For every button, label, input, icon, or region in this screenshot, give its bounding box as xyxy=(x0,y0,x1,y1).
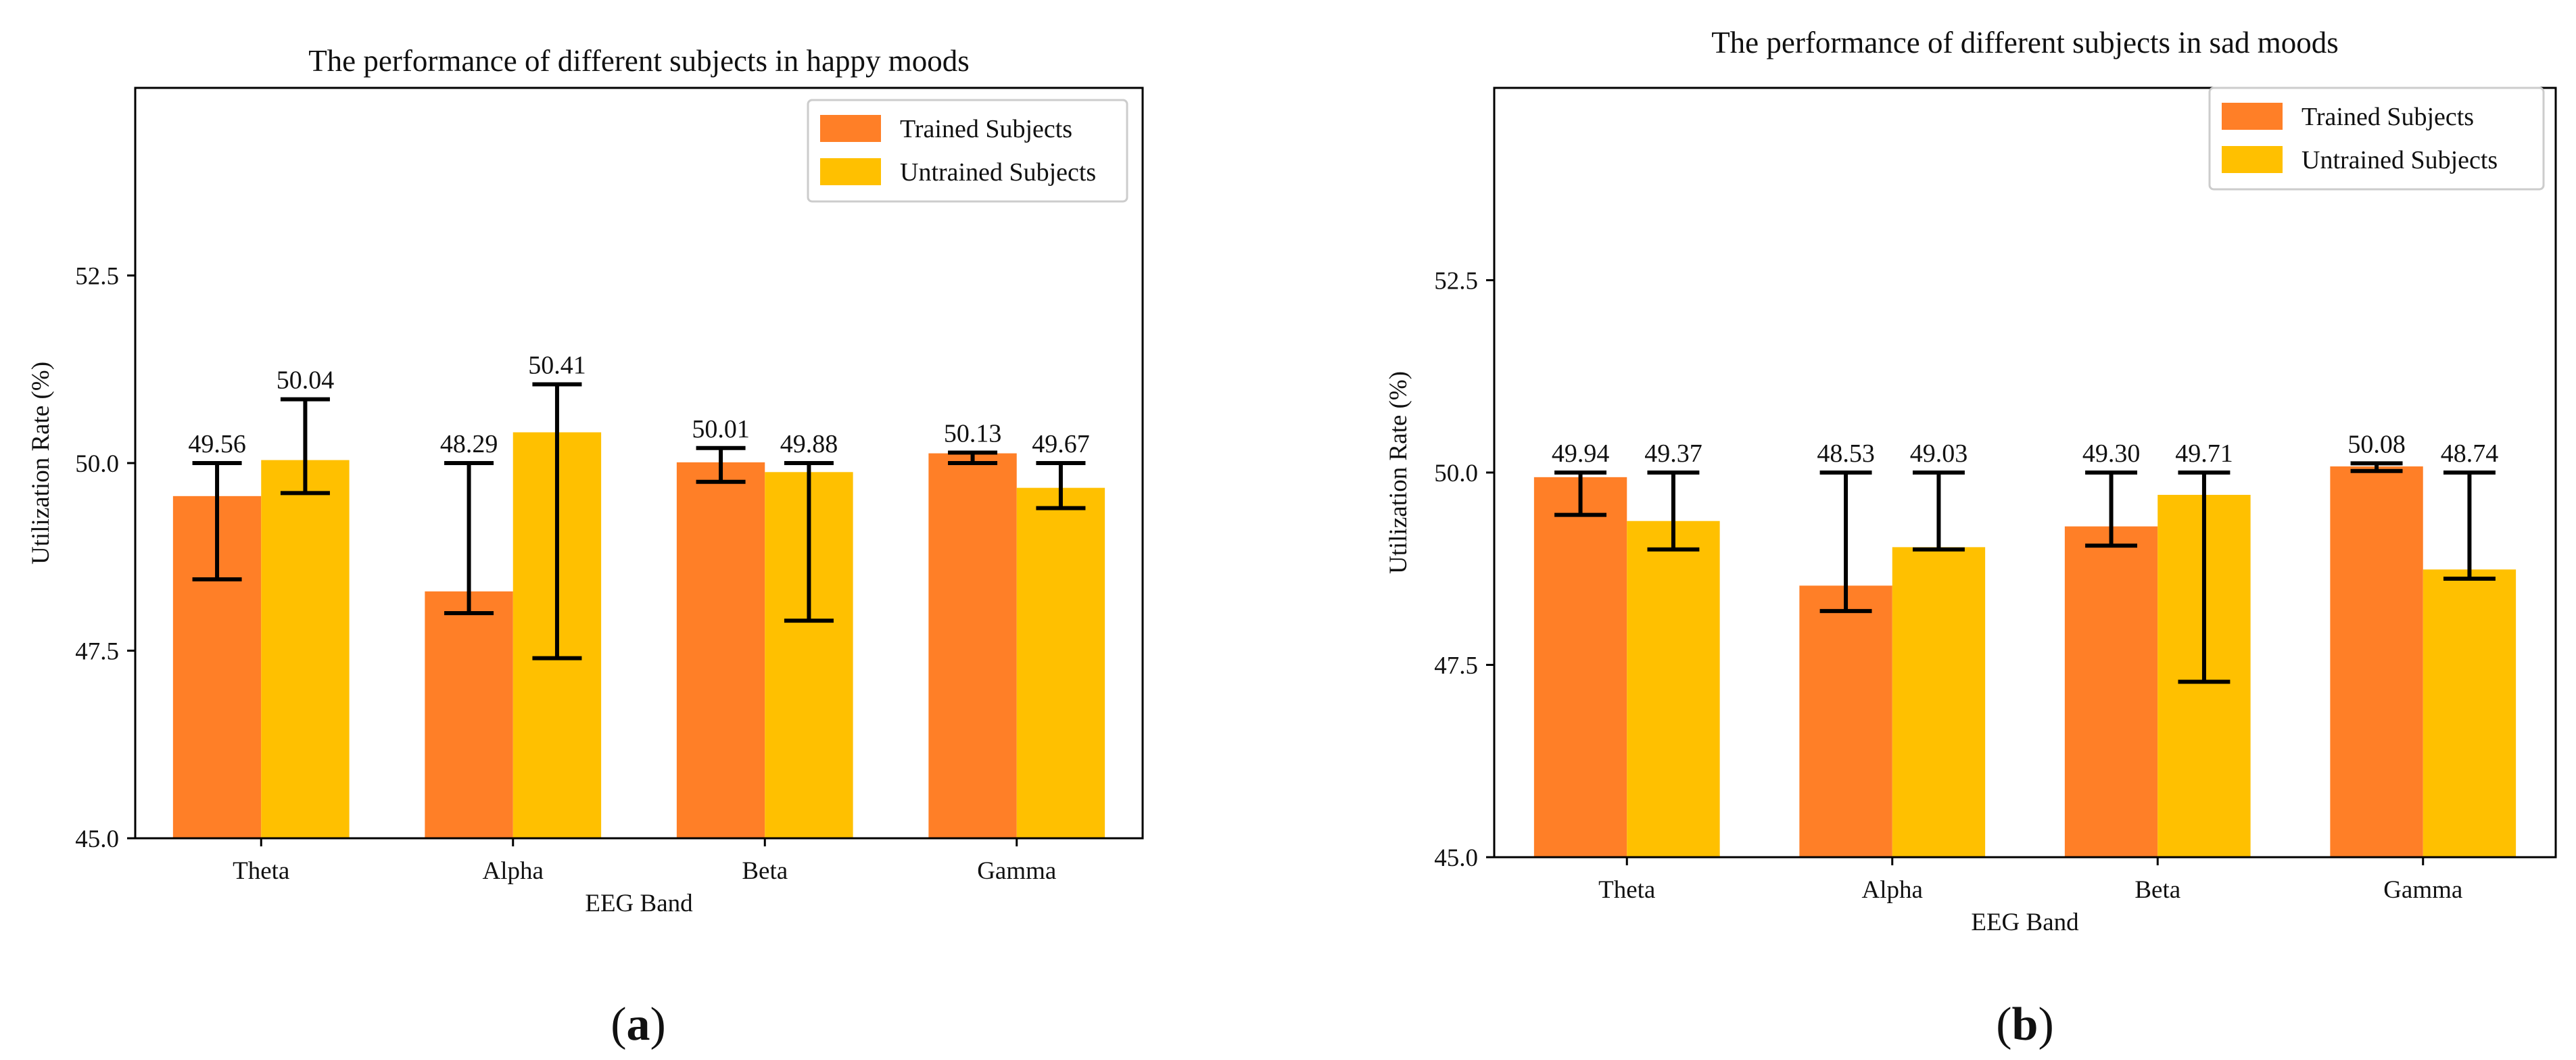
legend-swatch-trained xyxy=(2222,103,2283,130)
bar-untrained-gamma xyxy=(2423,569,2517,857)
plot-frame xyxy=(1493,87,2557,859)
y-axis-label: Utilization Rate (%) xyxy=(27,362,55,564)
error-bar-trained-beta xyxy=(2085,471,2138,548)
value-label-trained-theta: 49.94 xyxy=(1552,439,1610,468)
legend: Trained Subjects Untrained Subjects xyxy=(807,99,1128,203)
error-bar-untrained-alpha xyxy=(532,382,582,660)
value-label-untrained-alpha: 50.41 xyxy=(528,351,586,379)
error-bar-trained-gamma xyxy=(2350,461,2403,473)
error-bar-trained-beta xyxy=(696,445,746,484)
bar-trained-alpha xyxy=(1799,585,1892,857)
bar-trained-beta xyxy=(2064,526,2158,857)
value-label-untrained-gamma: 48.74 xyxy=(2441,439,2499,468)
y-tick-label: 50.0 xyxy=(1434,460,1478,487)
error-bar-trained-alpha xyxy=(444,461,494,615)
value-label-trained-beta: 49.30 xyxy=(2082,439,2141,468)
value-label-trained-gamma: 50.08 xyxy=(2347,430,2406,458)
value-label-trained-gamma: 50.13 xyxy=(944,419,1002,448)
x-tick-label-alpha: Alpha xyxy=(1862,876,1923,904)
error-bar-untrained-theta xyxy=(1647,471,1700,552)
caption-paren-close: ) xyxy=(650,998,666,1051)
subfigure-caption: (a) xyxy=(611,998,666,1051)
legend-label-trained: Trained Subjects xyxy=(900,115,1072,143)
x-tick-label-gamma: Gamma xyxy=(977,857,1056,885)
bar-trained-gamma xyxy=(2330,466,2423,857)
value-label-trained-alpha: 48.29 xyxy=(440,430,498,458)
legend-label-trained: Trained Subjects xyxy=(2301,103,2474,131)
caption-paren-open: ( xyxy=(1996,998,2011,1051)
x-tick-label-gamma: Gamma xyxy=(2383,876,2462,904)
chart-panel-b: The performance of different subjects in… xyxy=(1385,26,2557,1051)
value-label-untrained-theta: 49.37 xyxy=(1644,439,1702,468)
legend-label-untrained: Untrained Subjects xyxy=(900,158,1096,187)
y-tick-label: 47.5 xyxy=(75,638,119,666)
caption-paren-close: ) xyxy=(2038,998,2053,1051)
bar-trained-alpha xyxy=(425,591,513,838)
chart-title: The performance of different subjects in… xyxy=(308,44,970,78)
legend-box xyxy=(807,99,1128,203)
subfigure-caption: (b) xyxy=(1996,998,2054,1051)
caption-paren-open: ( xyxy=(611,998,626,1051)
chart-panel-a: The performance of different subjects in… xyxy=(27,44,1144,1051)
x-tick-label-theta: Theta xyxy=(233,857,289,885)
y-tick-label: 52.5 xyxy=(75,263,119,291)
x-tick-label-beta: Beta xyxy=(2134,876,2180,904)
chart-title: The performance of different subjects in… xyxy=(1711,26,2339,59)
error-bar-trained-theta xyxy=(192,461,242,582)
caption-letter: b xyxy=(2012,998,2038,1051)
plot-frame xyxy=(134,87,1144,840)
error-bar-untrained-beta xyxy=(2178,471,2231,684)
bar-untrained-gamma xyxy=(1016,487,1105,838)
bar-trained-beta xyxy=(676,462,765,838)
error-bar-trained-alpha xyxy=(1819,471,1872,613)
x-tick-label-theta: Theta xyxy=(1598,876,1655,904)
value-label-untrained-beta: 49.71 xyxy=(2175,439,2233,468)
y-tick-label: 45.0 xyxy=(75,825,119,853)
value-label-trained-alpha: 48.53 xyxy=(1817,439,1875,468)
bar-trained-gamma xyxy=(928,453,1017,838)
x-tick-label-alpha: Alpha xyxy=(483,857,544,885)
y-tick-label: 52.5 xyxy=(1434,268,1478,295)
error-bar-trained-theta xyxy=(1554,471,1607,517)
y-tick-label: 47.5 xyxy=(1434,652,1478,680)
value-label-untrained-gamma: 49.67 xyxy=(1032,430,1090,458)
value-label-trained-theta: 49.56 xyxy=(188,430,246,458)
legend: Trained Subjects Untrained Subjects xyxy=(2208,87,2545,191)
bar-untrained-theta xyxy=(1627,521,1720,857)
bar-untrained-theta xyxy=(261,460,350,838)
error-bar-untrained-theta xyxy=(280,397,330,496)
value-label-untrained-theta: 50.04 xyxy=(277,366,335,395)
y-tick-label: 45.0 xyxy=(1434,844,1478,872)
error-bar-untrained-gamma xyxy=(1036,461,1086,510)
x-tick-label-beta: Beta xyxy=(742,857,788,885)
legend-label-untrained: Untrained Subjects xyxy=(2301,146,2498,174)
y-tick-label: 50.0 xyxy=(75,450,119,478)
bar-trained-theta xyxy=(1533,477,1627,857)
error-bar-untrained-alpha xyxy=(1912,471,1965,552)
value-label-untrained-beta: 49.88 xyxy=(780,430,838,458)
error-bar-untrained-beta xyxy=(784,461,834,623)
legend-box xyxy=(2208,87,2545,191)
caption-letter: a xyxy=(627,998,650,1051)
value-label-trained-beta: 50.01 xyxy=(692,415,750,443)
legend-swatch-trained xyxy=(820,115,881,142)
legend-swatch-untrained xyxy=(2222,146,2283,173)
x-axis-label: EEG Band xyxy=(1971,909,2079,936)
x-axis-label: EEG Band xyxy=(585,890,693,917)
y-axis-label: Utilization Rate (%) xyxy=(1385,371,1412,574)
error-bar-untrained-gamma xyxy=(2443,471,2496,581)
legend-swatch-untrained xyxy=(820,158,881,185)
error-bar-trained-gamma xyxy=(948,450,998,465)
bar-untrained-alpha xyxy=(1892,547,1986,857)
value-label-untrained-alpha: 49.03 xyxy=(1910,439,1968,468)
